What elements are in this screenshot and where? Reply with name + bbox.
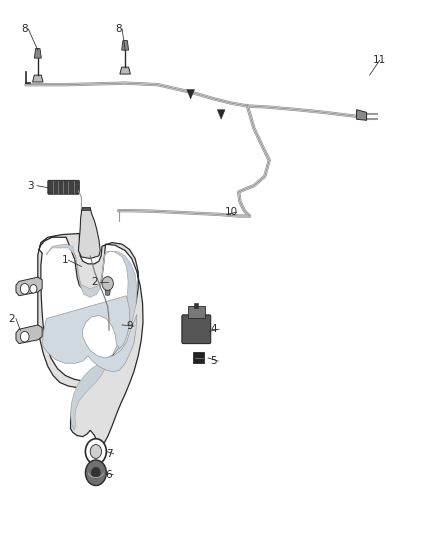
Polygon shape (120, 67, 131, 74)
Text: 8: 8 (21, 24, 28, 34)
Polygon shape (38, 233, 143, 448)
Text: 9: 9 (126, 321, 133, 331)
Text: 11: 11 (373, 55, 386, 65)
Circle shape (30, 285, 37, 293)
Text: 7: 7 (106, 449, 112, 458)
Polygon shape (42, 296, 137, 372)
Circle shape (90, 445, 102, 458)
FancyBboxPatch shape (182, 315, 211, 344)
Polygon shape (357, 110, 367, 120)
Polygon shape (187, 90, 194, 99)
FancyBboxPatch shape (82, 207, 90, 210)
Circle shape (20, 284, 29, 294)
Circle shape (20, 332, 29, 342)
Text: 6: 6 (106, 470, 112, 480)
Polygon shape (105, 290, 110, 295)
Polygon shape (16, 325, 42, 344)
Text: 8: 8 (115, 24, 122, 34)
Circle shape (102, 277, 113, 290)
FancyBboxPatch shape (188, 306, 205, 318)
Text: 5: 5 (210, 356, 217, 366)
Text: 2: 2 (91, 278, 98, 287)
Polygon shape (16, 277, 42, 296)
Circle shape (85, 460, 106, 486)
Circle shape (85, 439, 106, 464)
Circle shape (92, 467, 100, 478)
Polygon shape (78, 208, 100, 259)
FancyBboxPatch shape (48, 180, 79, 194)
Polygon shape (122, 41, 129, 50)
Text: 2: 2 (8, 313, 15, 324)
Text: 1: 1 (62, 255, 69, 265)
Polygon shape (46, 244, 137, 430)
Text: 4: 4 (210, 324, 217, 334)
FancyBboxPatch shape (193, 352, 204, 363)
FancyBboxPatch shape (194, 303, 198, 308)
Text: 3: 3 (27, 181, 34, 191)
Text: 10: 10 (225, 207, 238, 217)
Polygon shape (34, 49, 41, 58)
Polygon shape (32, 75, 43, 82)
Polygon shape (217, 110, 225, 119)
